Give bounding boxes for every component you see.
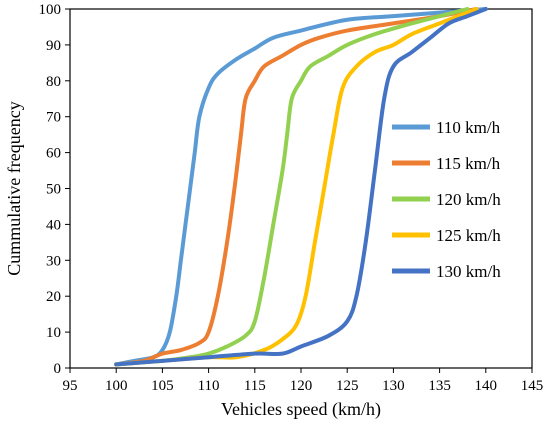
x-tick-label: 105 [151,378,174,394]
series-line-120-km-h [114,7,470,367]
y-tick-label: 20 [46,289,61,305]
legend-label: 120 km/h [436,190,501,209]
legend-label: 125 km/h [436,226,501,245]
series-line-110-km-h [114,7,488,367]
y-tick-label: 10 [46,325,61,341]
x-tick-label: 110 [198,378,220,394]
y-tick-label: 30 [46,253,61,269]
legend: 110 km/h 115 km/h 120 km/h 125 km/h 130 km/h [392,118,501,281]
y-tick-label: 80 [46,74,61,90]
y-tick-label: 50 [46,182,61,198]
series-lines [114,7,488,367]
series-line-115-km-h [114,7,479,367]
x-tick-label: 140 [475,378,498,394]
x-axis-title: Vehicles speed (km/h) [221,399,381,420]
series-line-125-km-h [114,7,479,367]
y-tick-label: 100 [39,2,62,18]
x-tick-label: 145 [521,378,544,394]
y-tick-label: 60 [46,146,61,162]
y-tick-label: 0 [54,361,62,377]
y-tick-label: 40 [46,217,61,233]
y-tick-label: 90 [46,38,61,54]
series-line-130-km-h [114,7,488,367]
axes: 95 100 105 110 115 120 125 130 135 140 145 0 10 20 30 4… [39,2,544,394]
legend-label: 115 km/h [436,154,501,173]
legend-label: 110 km/h [436,118,501,137]
legend-label: 130 km/h [436,262,501,281]
x-tick-label: 130 [382,378,405,394]
x-tick-label: 115 [244,378,266,394]
y-tick-label: 70 [46,110,61,126]
y-axis-title: Cummulative frequency [4,101,24,275]
x-tick-label: 100 [105,378,128,394]
x-tick-label: 120 [290,378,313,394]
x-tick-label: 95 [63,378,78,394]
x-tick-label: 125 [336,378,359,394]
x-tick-label: 135 [428,378,451,394]
